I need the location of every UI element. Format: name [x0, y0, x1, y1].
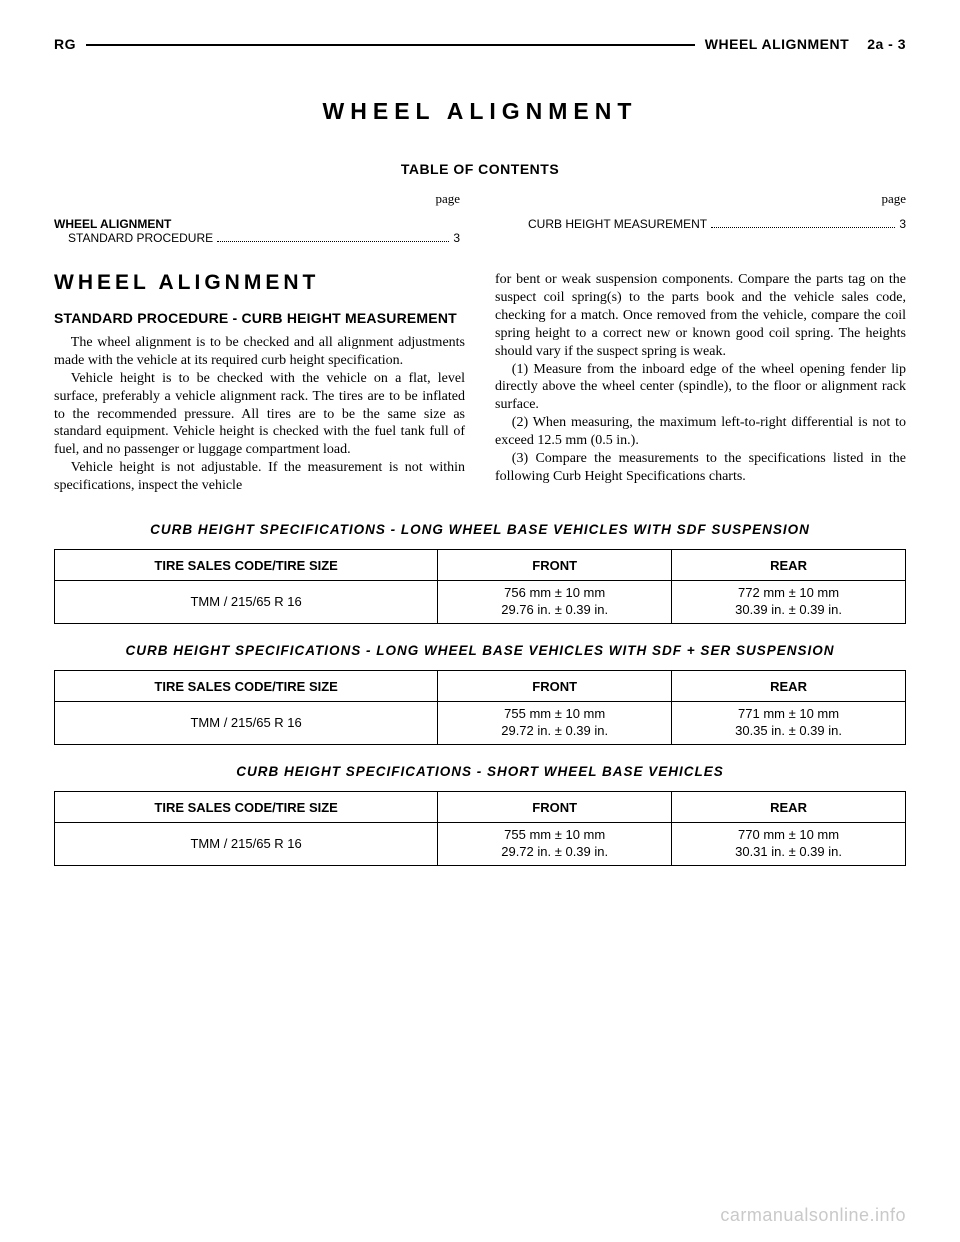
- cell-rear-in: 30.35 in. ± 0.39 in.: [735, 723, 842, 738]
- table-row: TMM / 215/65 R 16 755 mm ± 10 mm 29.72 i…: [55, 702, 906, 745]
- body-paragraph: (3) Compare the measurements to the spec…: [495, 450, 906, 486]
- cell-front-mm: 755 mm ± 10 mm: [504, 706, 605, 721]
- spec-table-2: TIRE SALES CODE/TIRE SIZE FRONT REAR TMM…: [54, 670, 906, 745]
- table-header-row: TIRE SALES CODE/TIRE SIZE FRONT REAR: [55, 671, 906, 702]
- toc-entry-label: CURB HEIGHT MEASUREMENT: [528, 217, 707, 231]
- col-header-tire: TIRE SALES CODE/TIRE SIZE: [55, 671, 438, 702]
- toc-title: TABLE OF CONTENTS: [54, 161, 906, 177]
- col-header-front: FRONT: [438, 550, 672, 581]
- cell-front-mm: 755 mm ± 10 mm: [504, 827, 605, 842]
- main-title: WHEEL ALIGNMENT: [54, 98, 906, 125]
- col-header-front: FRONT: [438, 671, 672, 702]
- header-right-title: WHEEL ALIGNMENT: [705, 36, 849, 52]
- table-header-row: TIRE SALES CODE/TIRE SIZE FRONT REAR: [55, 550, 906, 581]
- left-column: WHEEL ALIGNMENT STANDARD PROCEDURE - CUR…: [54, 271, 465, 495]
- toc-entry-curb-height[interactable]: CURB HEIGHT MEASUREMENT 3: [500, 217, 906, 231]
- toc-leader-dots: [217, 241, 449, 242]
- cell-front-in: 29.76 in. ± 0.39 in.: [501, 602, 608, 617]
- header-left: RG: [54, 36, 76, 52]
- col-header-rear: REAR: [672, 671, 906, 702]
- body-paragraph: for bent or weak suspension components. …: [495, 271, 906, 361]
- spec-title-3: CURB HEIGHT SPECIFICATIONS - SHORT WHEEL…: [54, 763, 906, 781]
- cell-rear-in: 30.39 in. ± 0.39 in.: [735, 602, 842, 617]
- header-page-number: 2a - 3: [867, 36, 906, 52]
- col-header-front: FRONT: [438, 792, 672, 823]
- cell-front: 755 mm ± 10 mm 29.72 in. ± 0.39 in.: [438, 823, 672, 866]
- col-header-rear: REAR: [672, 792, 906, 823]
- cell-rear: 771 mm ± 10 mm 30.35 in. ± 0.39 in.: [672, 702, 906, 745]
- body-paragraph: Vehicle height is not adjustable. If the…: [54, 459, 465, 495]
- cell-rear-in: 30.31 in. ± 0.39 in.: [735, 844, 842, 859]
- toc-entry-page: 3: [453, 231, 460, 245]
- toc-leader-dots: [711, 227, 895, 228]
- right-column: for bent or weak suspension components. …: [495, 271, 906, 495]
- toc-page-label-left: page: [54, 191, 460, 207]
- body-paragraph: Vehicle height is to be checked with the…: [54, 370, 465, 460]
- toc: page WHEEL ALIGNMENT STANDARD PROCEDURE …: [54, 191, 906, 245]
- toc-right-column: page CURB HEIGHT MEASUREMENT 3: [500, 191, 906, 245]
- watermark-footer: carmanualsonline.info: [720, 1205, 906, 1226]
- toc-entry-page: 3: [899, 217, 906, 231]
- cell-tire-code: TMM / 215/65 R 16: [55, 581, 438, 624]
- toc-entry-label: STANDARD PROCEDURE: [68, 231, 213, 245]
- toc-heading-left: WHEEL ALIGNMENT: [54, 217, 460, 231]
- spec-title-2: CURB HEIGHT SPECIFICATIONS - LONG WHEEL …: [54, 642, 906, 660]
- table-header-row: TIRE SALES CODE/TIRE SIZE FRONT REAR: [55, 792, 906, 823]
- toc-page-label-right: page: [500, 191, 906, 207]
- body-paragraph: (1) Measure from the inboard edge of the…: [495, 361, 906, 415]
- cell-rear-mm: 771 mm ± 10 mm: [738, 706, 839, 721]
- spec-title-1: CURB HEIGHT SPECIFICATIONS - LONG WHEEL …: [54, 521, 906, 539]
- col-header-tire: TIRE SALES CODE/TIRE SIZE: [55, 550, 438, 581]
- cell-rear: 772 mm ± 10 mm 30.39 in. ± 0.39 in.: [672, 581, 906, 624]
- cell-front: 756 mm ± 10 mm 29.76 in. ± 0.39 in.: [438, 581, 672, 624]
- table-row: TMM / 215/65 R 16 756 mm ± 10 mm 29.76 i…: [55, 581, 906, 624]
- col-header-rear: REAR: [672, 550, 906, 581]
- table-row: TMM / 215/65 R 16 755 mm ± 10 mm 29.72 i…: [55, 823, 906, 866]
- body-paragraph: The wheel alignment is to be checked and…: [54, 334, 465, 370]
- cell-front: 755 mm ± 10 mm 29.72 in. ± 0.39 in.: [438, 702, 672, 745]
- section-heading: WHEEL ALIGNMENT: [54, 271, 465, 295]
- cell-rear-mm: 770 mm ± 10 mm: [738, 827, 839, 842]
- toc-left-column: page WHEEL ALIGNMENT STANDARD PROCEDURE …: [54, 191, 460, 245]
- header-rule: [86, 44, 695, 46]
- section-subheading: STANDARD PROCEDURE - CURB HEIGHT MEASURE…: [54, 309, 465, 328]
- cell-rear-mm: 772 mm ± 10 mm: [738, 585, 839, 600]
- cell-tire-code: TMM / 215/65 R 16: [55, 823, 438, 866]
- col-header-tire: TIRE SALES CODE/TIRE SIZE: [55, 792, 438, 823]
- body-columns: WHEEL ALIGNMENT STANDARD PROCEDURE - CUR…: [54, 271, 906, 495]
- running-header: RG WHEEL ALIGNMENT 2a - 3: [54, 36, 906, 52]
- cell-tire-code: TMM / 215/65 R 16: [55, 702, 438, 745]
- spec-table-1: TIRE SALES CODE/TIRE SIZE FRONT REAR TMM…: [54, 549, 906, 624]
- toc-entry-standard-procedure[interactable]: STANDARD PROCEDURE 3: [54, 231, 460, 245]
- cell-front-in: 29.72 in. ± 0.39 in.: [501, 723, 608, 738]
- page: RG WHEEL ALIGNMENT 2a - 3 WHEEL ALIGNMEN…: [0, 0, 960, 866]
- body-paragraph: (2) When measuring, the maximum left-to-…: [495, 414, 906, 450]
- cell-front-mm: 756 mm ± 10 mm: [504, 585, 605, 600]
- cell-front-in: 29.72 in. ± 0.39 in.: [501, 844, 608, 859]
- spec-table-3: TIRE SALES CODE/TIRE SIZE FRONT REAR TMM…: [54, 791, 906, 866]
- cell-rear: 770 mm ± 10 mm 30.31 in. ± 0.39 in.: [672, 823, 906, 866]
